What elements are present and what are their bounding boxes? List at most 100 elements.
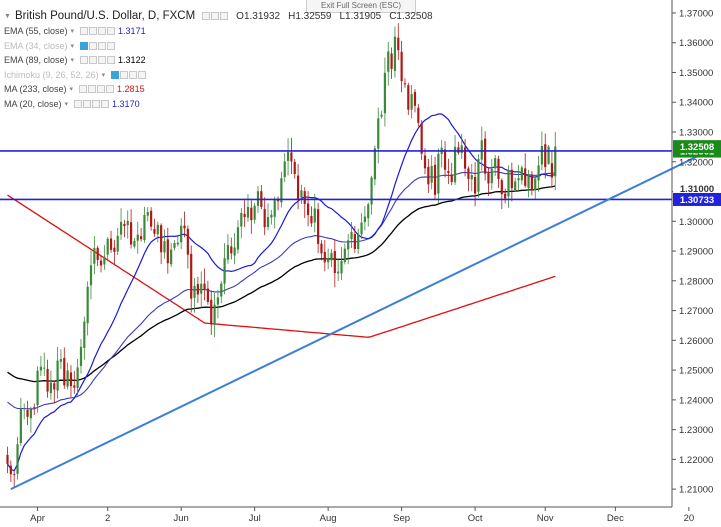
ma20-line xyxy=(6,113,556,472)
more-icon[interactable] xyxy=(107,41,116,50)
candle-body xyxy=(203,283,206,291)
candle-body xyxy=(423,155,427,169)
dropdown-arrow-icon[interactable]: ▾ xyxy=(64,100,69,108)
indicator-buttons[interactable] xyxy=(80,56,116,65)
x-tick-label: Dec xyxy=(607,513,624,524)
candle-body xyxy=(390,53,393,69)
candle-body xyxy=(363,216,366,223)
close-icon[interactable] xyxy=(129,70,138,79)
close-icon[interactable] xyxy=(98,27,107,36)
indicator-row[interactable]: EMA (89, close) ▾ 1.3122 xyxy=(4,53,433,68)
candle-body xyxy=(9,465,12,475)
candle-body xyxy=(337,271,340,274)
dropdown-arrow-icon[interactable]: ▾ xyxy=(70,28,75,36)
y-tick-label: 1.33000 xyxy=(679,128,713,139)
y-tick-label: 1.37000 xyxy=(679,8,713,19)
candle-body xyxy=(353,233,356,249)
settings-icon[interactable] xyxy=(89,41,98,50)
candle-body xyxy=(317,209,320,244)
settings-icon[interactable] xyxy=(211,12,220,20)
y-tick-label: 1.29000 xyxy=(679,247,713,258)
candle-body xyxy=(497,158,500,180)
close-icon[interactable] xyxy=(97,85,106,94)
settings-icon[interactable] xyxy=(89,56,98,65)
candle-body xyxy=(226,245,230,260)
eye-icon[interactable] xyxy=(202,12,211,20)
candle-body xyxy=(143,215,146,241)
settings-icon[interactable] xyxy=(89,27,98,36)
candle-body xyxy=(53,383,56,390)
candle-body xyxy=(183,225,186,229)
dropdown-arrow-icon[interactable]: ▾ xyxy=(69,86,74,94)
dropdown-arrow-icon[interactable]: ▾ xyxy=(70,42,75,50)
candle-body xyxy=(49,382,53,394)
more-icon[interactable] xyxy=(107,27,116,36)
candle-body xyxy=(357,234,360,250)
candle-body xyxy=(507,170,510,197)
dropdown-arrow-icon[interactable]: ▾ xyxy=(70,57,75,65)
candle-body xyxy=(417,107,420,123)
dropdown-arrow-icon[interactable]: ▾ xyxy=(101,71,106,79)
settings-icon[interactable] xyxy=(83,99,92,108)
candle-body xyxy=(457,147,460,153)
candle-body xyxy=(233,247,236,256)
candle-body xyxy=(500,180,503,195)
close-icon[interactable] xyxy=(98,41,107,50)
exit-fullscreen-button[interactable]: Exit Full Screen (ESC) xyxy=(306,0,416,13)
indicator-row[interactable]: Ichimoku (9, 26, 52, 26) ▾ xyxy=(4,68,433,83)
eye-icon[interactable] xyxy=(80,41,89,50)
candle-body xyxy=(19,408,22,443)
indicator-buttons[interactable] xyxy=(80,41,116,50)
close-icon[interactable] xyxy=(220,12,229,20)
candle-body xyxy=(447,171,450,174)
eye-icon[interactable] xyxy=(80,27,89,36)
indicator-buttons[interactable] xyxy=(74,99,110,108)
more-icon[interactable] xyxy=(107,56,116,65)
candle-body xyxy=(554,146,557,177)
drawn-lines[interactable] xyxy=(0,150,703,491)
settings-icon[interactable] xyxy=(88,85,97,94)
candle-body xyxy=(283,161,286,178)
candle-body xyxy=(153,228,156,234)
more-icon[interactable] xyxy=(101,99,110,108)
candle-body xyxy=(410,93,413,110)
ohlc-open: O1.31932 xyxy=(236,10,281,22)
indicator-row[interactable]: EMA (55, close) ▾ 1.3171 xyxy=(4,24,433,39)
indicator-buttons[interactable] xyxy=(111,70,147,79)
symbol-buttons[interactable] xyxy=(202,12,229,20)
trend-line xyxy=(10,153,703,491)
candle-body xyxy=(170,249,173,265)
candle-body xyxy=(293,161,296,174)
indicator-buttons[interactable] xyxy=(80,27,116,36)
more-icon[interactable] xyxy=(138,70,147,79)
candle-body xyxy=(433,164,437,195)
eye-icon[interactable] xyxy=(74,99,83,108)
candle-body xyxy=(443,149,447,170)
ohlc-low: L1.31905 xyxy=(339,10,382,22)
candle-body xyxy=(320,243,323,254)
candle-body xyxy=(106,238,109,255)
eye-icon[interactable] xyxy=(80,56,89,65)
x-tick-label: Apr xyxy=(30,513,45,524)
collapse-arrow-icon[interactable]: ▼ xyxy=(4,12,11,20)
candle-body xyxy=(190,253,193,299)
indicator-row[interactable]: MA (233, close) ▾ 1.2815 xyxy=(4,82,433,97)
eye-icon[interactable] xyxy=(79,85,88,94)
close-icon[interactable] xyxy=(98,56,107,65)
candle-body xyxy=(116,235,119,252)
indicator-buttons[interactable] xyxy=(79,85,115,94)
close-icon[interactable] xyxy=(92,99,101,108)
indicator-name: MA (20, close) xyxy=(4,98,62,109)
settings-icon[interactable] xyxy=(120,70,129,79)
candle-body xyxy=(487,172,490,184)
indicator-row[interactable]: EMA (34, close) ▾ xyxy=(4,39,433,54)
candle-body xyxy=(146,212,149,216)
indicator-row[interactable]: MA (20, close) ▾ 1.3170 xyxy=(4,97,433,112)
x-tick-label: Aug xyxy=(320,513,337,524)
eye-icon[interactable] xyxy=(111,70,120,79)
y-tick-label: 1.28000 xyxy=(679,276,713,287)
y-tick-label: 1.36000 xyxy=(679,38,713,49)
candle-body xyxy=(63,357,66,386)
more-icon[interactable] xyxy=(106,85,115,94)
